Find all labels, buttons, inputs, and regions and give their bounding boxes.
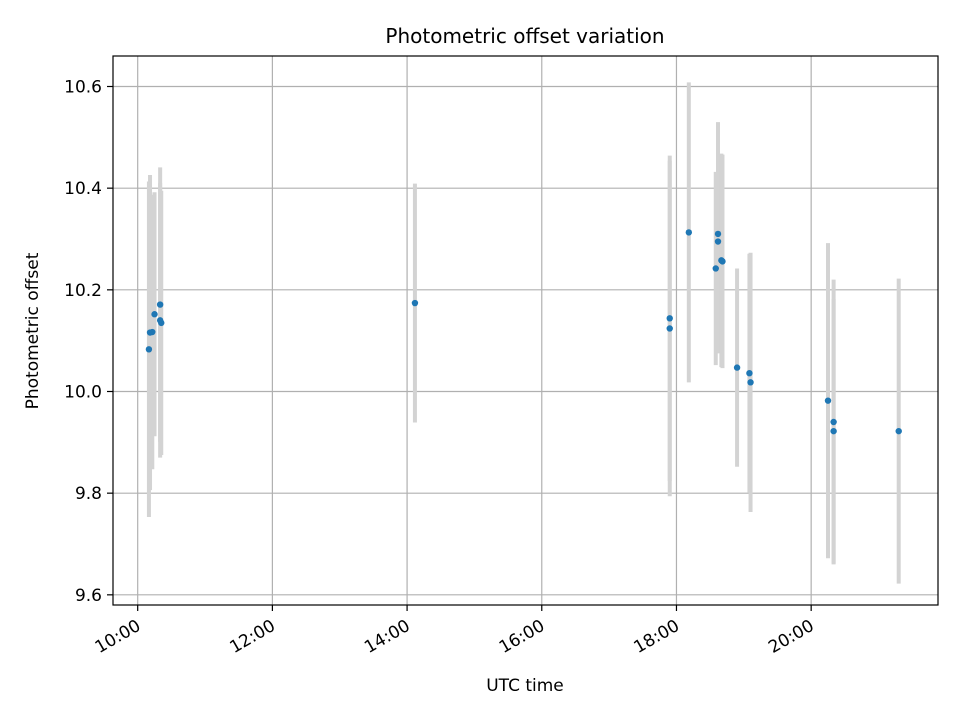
x-axis-label: UTC time xyxy=(486,676,564,696)
y-tick-label: 10.4 xyxy=(64,179,102,199)
data-point xyxy=(149,328,156,336)
y-tick-label: 10.6 xyxy=(64,78,102,98)
data-point xyxy=(666,325,673,332)
grid xyxy=(113,56,938,605)
chart-title: Photometric offset variation xyxy=(385,24,664,48)
data-point xyxy=(685,229,693,236)
y-tick-label: 9.8 xyxy=(75,484,102,504)
y-tick-label: 10.2 xyxy=(64,281,102,301)
plot-frame xyxy=(112,55,939,606)
data-point xyxy=(714,230,722,238)
y-tick-label: 9.6 xyxy=(75,586,102,606)
y-axis-label: Photometric offset xyxy=(23,252,43,409)
data-points xyxy=(145,229,902,435)
data-point xyxy=(714,238,722,245)
data-point xyxy=(830,427,837,435)
data-point xyxy=(830,418,837,426)
data-point xyxy=(747,379,754,386)
data-point xyxy=(156,301,164,308)
data-point xyxy=(411,299,419,307)
data-point xyxy=(158,319,165,327)
data-point xyxy=(719,258,726,265)
data-point xyxy=(666,315,673,322)
data-point xyxy=(895,427,902,435)
data-point xyxy=(824,397,832,404)
data-point xyxy=(746,370,753,377)
y-tick-label: 10.0 xyxy=(64,383,102,403)
data-point xyxy=(151,311,158,318)
data-point xyxy=(712,265,719,272)
data-point xyxy=(145,346,153,353)
data-point xyxy=(733,364,741,371)
